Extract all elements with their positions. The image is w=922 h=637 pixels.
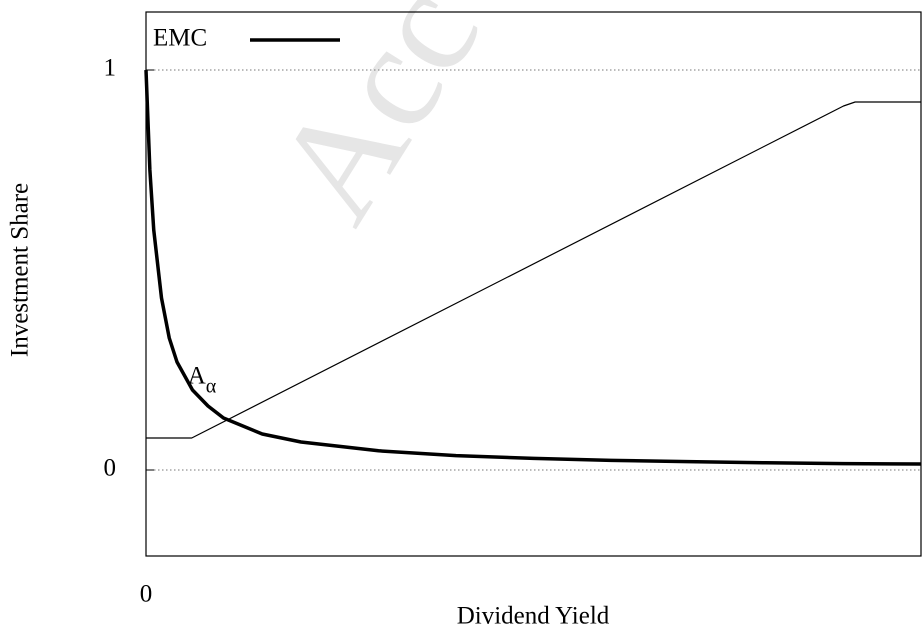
x-axis-label: Dividend Yield [457,603,610,630]
annotation-subscript: α [206,376,217,398]
line [146,101,921,439]
plot-frame [145,11,922,557]
legend-label: EMC [153,25,207,52]
watermark: Acc [242,0,511,248]
line [144,69,922,466]
y-axis-label: Investment Share [7,183,34,357]
x-tick-label: 0 [140,581,153,608]
annotation: A [188,363,206,390]
y-tick-label: 1 [104,55,117,82]
y-tick-label: 0 [104,455,117,482]
